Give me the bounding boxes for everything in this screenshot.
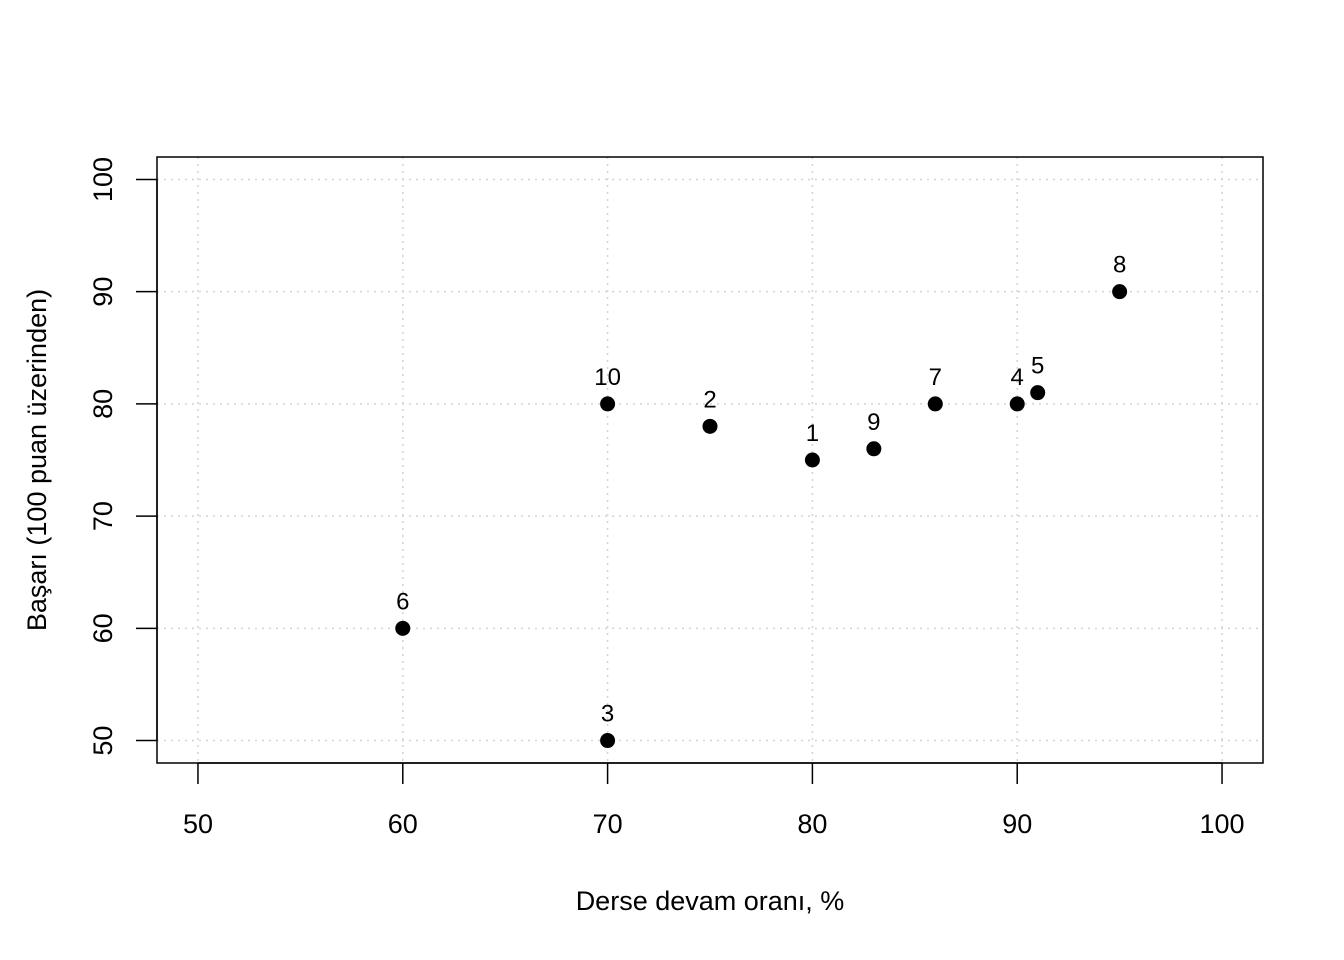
point-label: 5 (1031, 353, 1044, 380)
point-label: 2 (703, 386, 716, 413)
y-tick-label: 90 (88, 277, 118, 307)
data-point-group: 9 (866, 409, 882, 457)
point-label: 1 (806, 420, 819, 447)
point-label: 8 (1113, 252, 1126, 279)
x-tick-label: 80 (797, 809, 827, 839)
data-point-group: 5 (1030, 353, 1046, 401)
data-point-group: 3 (600, 701, 616, 749)
data-point-group: 10 (594, 364, 621, 412)
data-point-group: 4 (1009, 364, 1025, 412)
point-label: 10 (594, 364, 621, 391)
y-tick-label: 50 (88, 726, 118, 756)
plot-area-frame (156, 156, 1264, 764)
point-label: 4 (1011, 364, 1024, 391)
data-point-group: 6 (395, 588, 411, 636)
data-point (1009, 396, 1025, 412)
x-axis-title: Derse devam oranı, % (576, 886, 845, 916)
y-tick-label: 70 (88, 501, 118, 531)
x-tick-label: 90 (1002, 809, 1032, 839)
y-tick-label: 80 (88, 389, 118, 419)
y-axis-title: Başarı (100 puan üzerinden) (22, 289, 52, 631)
data-point-group: 7 (927, 364, 943, 412)
data-point (600, 396, 616, 412)
y-tick-label: 60 (88, 613, 118, 643)
data-point (600, 733, 616, 749)
data-point (927, 396, 943, 412)
y-tick-label: 100 (88, 157, 118, 202)
data-point-group: 8 (1112, 252, 1128, 300)
data-point (1112, 284, 1128, 300)
x-tick-label: 50 (183, 809, 213, 839)
x-tick-label: 70 (593, 809, 623, 839)
data-point (395, 620, 411, 636)
x-tick-label: 100 (1200, 809, 1245, 839)
point-label: 6 (396, 588, 409, 615)
point-label: 3 (601, 701, 614, 728)
x-tick-label: 60 (388, 809, 418, 839)
point-label: 9 (867, 409, 880, 436)
point-label: 7 (929, 364, 942, 391)
data-points: 1 2 3 4 5 6 7 8 9 10 (395, 252, 1128, 749)
y-axis: 50 60 70 80 90 100 (88, 157, 158, 756)
data-point (866, 441, 882, 457)
x-axis: 50 60 70 80 90 100 (183, 762, 1245, 839)
data-point (804, 452, 820, 468)
data-point (1030, 385, 1046, 401)
data-point-group: 2 (702, 386, 718, 434)
data-point-group: 1 (804, 420, 820, 468)
data-point (702, 418, 718, 434)
grid (157, 157, 1263, 763)
